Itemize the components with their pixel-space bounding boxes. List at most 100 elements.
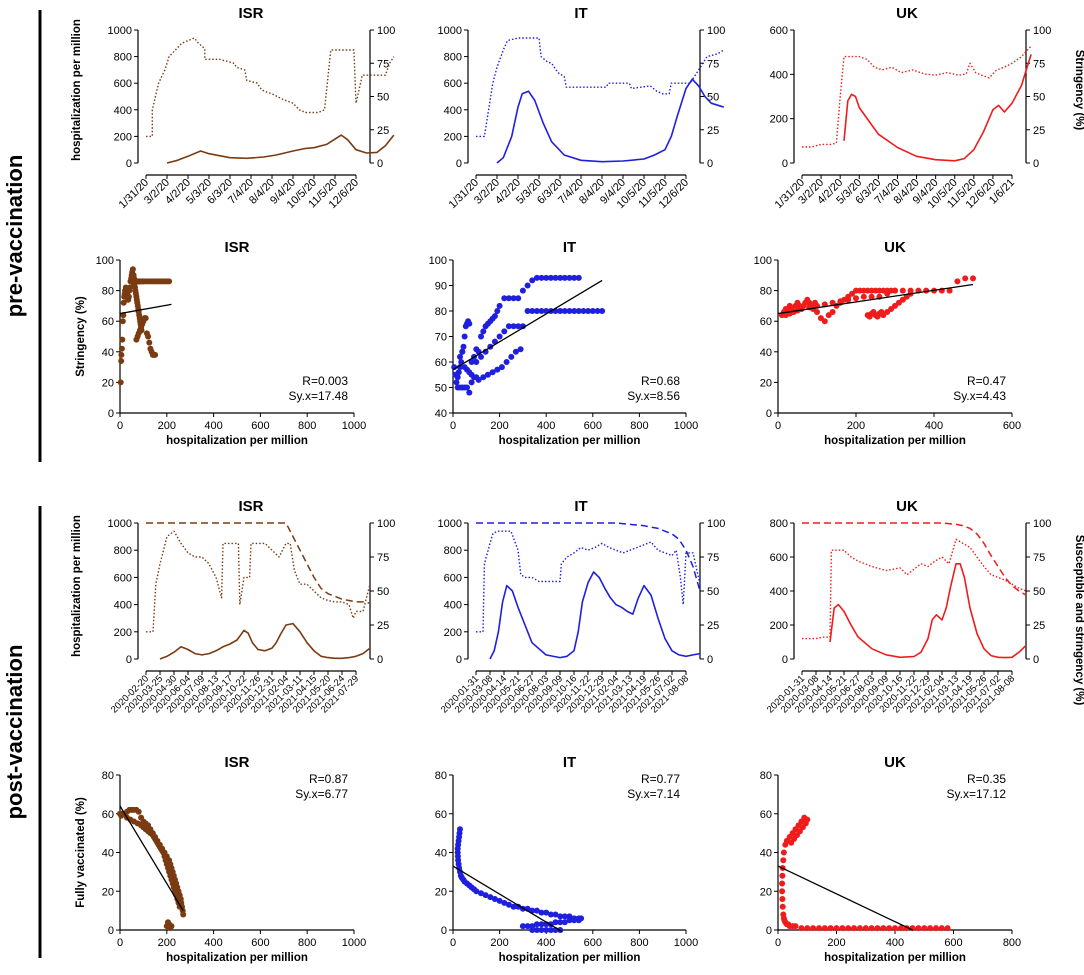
x-tick-label: 400 [204, 937, 222, 949]
data-point [814, 309, 820, 315]
data-point [515, 903, 522, 910]
data-point [478, 353, 484, 360]
data-point [517, 346, 524, 353]
data-point [484, 371, 491, 378]
y-tick-label: 40 [760, 848, 772, 860]
data-point [575, 308, 582, 314]
series-line-dashed [476, 522, 701, 592]
data-point [453, 379, 460, 386]
x-axis-title: hospitalization per million [166, 435, 308, 447]
y-tick-label: 20 [102, 886, 114, 898]
data-point [505, 901, 512, 908]
x-tick-label: 0 [775, 420, 781, 432]
data-point [779, 880, 786, 887]
y-tick-label: 40 [760, 347, 772, 359]
series-line-dotted [802, 538, 1027, 640]
x-tick-label: 1000 [674, 937, 698, 949]
data-point [455, 369, 462, 376]
data-point [117, 379, 124, 386]
data-point [510, 903, 517, 910]
data-point [845, 296, 852, 303]
data-point [457, 364, 463, 371]
post-isr-ts-panel: ISR0200400600800100002550751002020-02-20… [108, 498, 396, 715]
data-point [145, 333, 152, 340]
data-point [496, 333, 503, 340]
data-point [788, 839, 795, 846]
right-tick-label: 100 [377, 25, 395, 37]
data-point [125, 293, 132, 300]
data-point [494, 366, 501, 373]
data-point [505, 295, 512, 302]
data-point [833, 925, 840, 932]
data-point [524, 282, 531, 289]
data-point [571, 308, 578, 314]
y-axis-title: Stringency (%) [75, 296, 87, 377]
data-point [827, 925, 834, 932]
x-tick-label: 1000 [342, 420, 366, 432]
data-point [505, 323, 512, 330]
right-tick-label: 0 [707, 654, 713, 666]
series-line-dotted [476, 37, 725, 138]
x-axis-title: hospitalization per million [824, 435, 966, 447]
data-point [798, 925, 805, 932]
data-point [566, 274, 573, 281]
data-point [839, 925, 846, 932]
data-point [557, 308, 564, 314]
data-point [566, 308, 573, 314]
y-tick-label: 20 [760, 886, 772, 898]
data-point [860, 293, 867, 300]
y-tick-label: 20 [760, 377, 772, 389]
right-tick-label: 75 [707, 58, 719, 70]
right-tick-label: 75 [1033, 58, 1045, 70]
data-point [487, 894, 494, 901]
data-point [851, 925, 857, 932]
x-tick-label: 200 [158, 937, 176, 949]
data-point [533, 921, 540, 928]
x-tick-label: 200 [158, 420, 176, 432]
left-tick-label: 200 [444, 627, 462, 639]
series-line-dotted [476, 530, 701, 633]
data-point [561, 308, 568, 314]
data-point [810, 925, 817, 932]
data-point [580, 308, 587, 314]
y-tick-label: 40 [102, 347, 114, 359]
panel-title: UK [884, 754, 906, 771]
right-tick-label: 75 [377, 552, 389, 564]
data-point [552, 911, 559, 918]
pre-uk-ts-panel: UK020040060002550751001/31/203/2/204/2/2… [770, 5, 1052, 211]
series-line-solid [843, 54, 1032, 162]
data-point [933, 925, 939, 932]
y-tick-label: 100 [754, 255, 772, 267]
data-point [829, 299, 836, 306]
data-point [457, 353, 463, 360]
data-point [454, 374, 461, 381]
data-point [561, 274, 568, 281]
data-point [501, 328, 508, 335]
x-tick-label: 600 [251, 937, 269, 949]
x-tick-label: 800 [298, 937, 316, 949]
regression-line [777, 865, 913, 931]
points-group [777, 814, 951, 932]
data-point [489, 369, 496, 376]
y-tick-label: 50 [435, 383, 447, 395]
y-tick-label: 60 [760, 809, 772, 821]
syx-value: Sy.x=17.12 [947, 787, 1007, 801]
y-tick-label: 80 [760, 770, 772, 782]
data-point [970, 275, 976, 282]
y-tick-label: 0 [766, 925, 772, 937]
data-point [538, 909, 545, 916]
data-point [779, 888, 786, 895]
x-tick-label: 400 [204, 420, 222, 432]
regression-line [119, 303, 172, 315]
right-tick-label: 50 [377, 586, 389, 598]
data-point [892, 925, 898, 932]
y-tick-label: 100 [96, 255, 114, 267]
data-point [152, 351, 159, 358]
panel-title: UK [884, 239, 906, 256]
data-point [468, 371, 475, 378]
data-point [473, 359, 480, 365]
y-tick-label: 70 [435, 332, 447, 344]
x-tick-label: 200 [827, 937, 845, 949]
